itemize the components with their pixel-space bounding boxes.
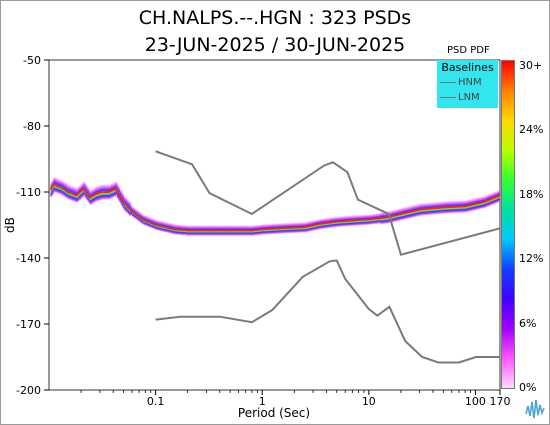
legend-line-icon (440, 81, 456, 83)
colorbar-label: 6% (519, 316, 537, 330)
pdf-cell (119, 187, 122, 204)
legend: Baselines HNM LNM (437, 60, 498, 108)
y-tick-label: -50 (23, 54, 41, 67)
pdf-cell (116, 183, 119, 200)
chart-title: CH.NALPS.--.HGN : 323 PSDs (138, 7, 412, 29)
y-tick-label: -200 (16, 384, 41, 397)
pdf-cell (118, 185, 121, 202)
pdf-cell (115, 180, 118, 197)
pdf-cell (120, 190, 123, 207)
axis-ticks: 0.1 1 10 100 170 -50 -80 -110 -140 -170 -200 (16, 54, 510, 408)
colorbar-label: 12% (519, 252, 544, 266)
pdf-cell (50, 181, 53, 198)
legend-entry-hnm: HNM (440, 77, 482, 88)
colorbar-label: 24% (519, 123, 544, 137)
baseline-hnm-line (155, 150, 500, 256)
colorbar-label: 30+ (519, 59, 543, 72)
legend-line-icon (440, 96, 456, 98)
pdf-cell (51, 180, 54, 197)
baseline-lnm-line (155, 259, 500, 364)
chart-subtitle: 23-JUN-2025 / 30-JUN-2025 (144, 34, 406, 56)
legend-label-lnm: LNM (458, 92, 480, 103)
y-tick-label: -110 (16, 186, 41, 199)
psd-mode-line (49, 183, 500, 232)
x-tick-label: 100 (465, 395, 486, 408)
baseline-lines (155, 150, 500, 364)
legend-title: Baselines (441, 61, 494, 74)
x-tick-label: 170 (490, 395, 511, 408)
colorbar-title: PSD PDF (447, 45, 490, 56)
y-axis-label: dB (3, 217, 17, 233)
y-tick-label: -170 (16, 318, 41, 331)
colorbar (501, 60, 515, 389)
legend-label-hnm: HNM (458, 77, 482, 88)
pdf-cell (52, 178, 55, 195)
x-axis-label: Period (Sec) (238, 406, 310, 420)
waveform-logo-icon (525, 399, 545, 419)
pdf-cell (122, 192, 125, 209)
y-tick-label: -80 (23, 120, 41, 133)
y-tick-label: -140 (16, 252, 41, 265)
colorbar-label: 0% (519, 381, 537, 394)
colorbar-label: 18% (519, 187, 544, 201)
x-tick-label: 10 (362, 395, 376, 408)
legend-entry-lnm: LNM (440, 92, 480, 103)
x-tick-label: 0.1 (147, 395, 165, 408)
psd-pdf-heatmap (49, 176, 500, 236)
x-tick-label: 1 (259, 395, 266, 408)
